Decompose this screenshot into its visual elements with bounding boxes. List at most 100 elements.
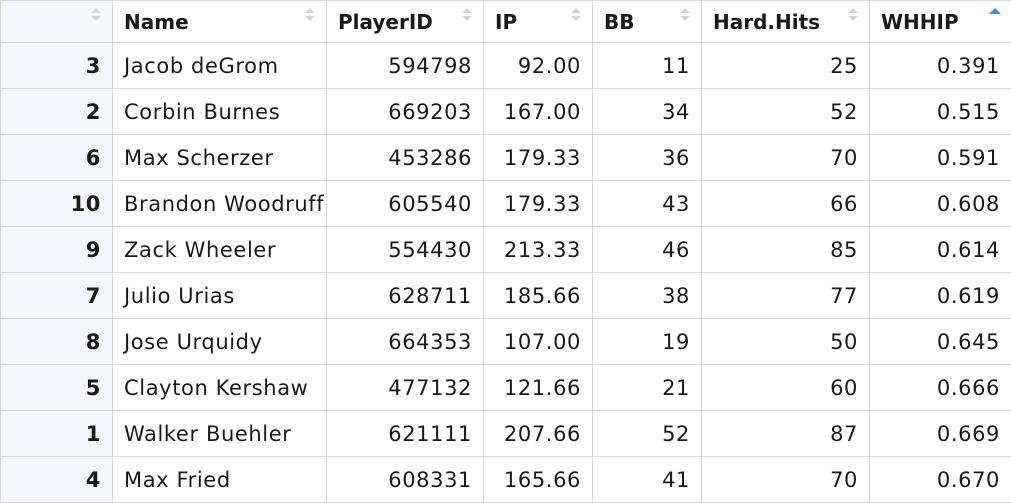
cell-name: Corbin Burnes <box>113 89 327 135</box>
sort-ascending-icon[interactable] <box>990 8 1000 22</box>
row-number: 6 <box>1 135 113 181</box>
cell-bb: 41 <box>593 457 702 503</box>
table-row: 5 Clayton Kershaw 477132 121.66 21 60 0.… <box>1 365 1011 411</box>
cell-bb: 46 <box>593 227 702 273</box>
cell-name: Walker Buehler <box>113 411 327 457</box>
cell-ip: 167.00 <box>484 89 593 135</box>
column-header-rownames[interactable] <box>1 1 113 43</box>
cell-ip: 185.66 <box>484 273 593 319</box>
cell-bb: 19 <box>593 319 702 365</box>
row-number: 2 <box>1 89 113 135</box>
cell-playerid: 453286 <box>327 135 484 181</box>
cell-bb: 38 <box>593 273 702 319</box>
cell-name: Clayton Kershaw <box>113 365 327 411</box>
cell-whhip: 0.669 <box>870 411 1011 457</box>
column-header-hard-hits[interactable]: Hard.Hits <box>702 1 870 43</box>
cell-hard-hits: 25 <box>702 43 870 89</box>
cell-name: Max Scherzer <box>113 135 327 181</box>
cell-bb: 43 <box>593 181 702 227</box>
sort-icon[interactable] <box>462 8 472 22</box>
table-row: 1 Walker Buehler 621111 207.66 52 87 0.6… <box>1 411 1011 457</box>
column-header-whhip[interactable]: WHHIP <box>870 1 1011 43</box>
cell-hard-hits: 66 <box>702 181 870 227</box>
column-header-label: WHHIP <box>881 10 959 34</box>
column-header-playerid[interactable]: PlayerID <box>327 1 484 43</box>
cell-whhip: 0.515 <box>870 89 1011 135</box>
cell-name: Zack Wheeler <box>113 227 327 273</box>
row-number: 9 <box>1 227 113 273</box>
cell-ip: 107.00 <box>484 319 593 365</box>
cell-name: Jose Urquidy <box>113 319 327 365</box>
cell-ip: 165.66 <box>484 457 593 503</box>
cell-bb: 11 <box>593 43 702 89</box>
cell-playerid: 477132 <box>327 365 484 411</box>
cell-bb: 34 <box>593 89 702 135</box>
cell-playerid: 664353 <box>327 319 484 365</box>
cell-playerid: 669203 <box>327 89 484 135</box>
row-number: 8 <box>1 319 113 365</box>
row-number: 10 <box>1 181 113 227</box>
table-row: 9 Zack Wheeler 554430 213.33 46 85 0.614 <box>1 227 1011 273</box>
cell-ip: 179.33 <box>484 135 593 181</box>
sort-icon[interactable] <box>91 8 101 22</box>
cell-ip: 207.66 <box>484 411 593 457</box>
table-row: 8 Jose Urquidy 664353 107.00 19 50 0.645 <box>1 319 1011 365</box>
row-number: 7 <box>1 273 113 319</box>
cell-playerid: 621111 <box>327 411 484 457</box>
cell-whhip: 0.666 <box>870 365 1011 411</box>
cell-bb: 21 <box>593 365 702 411</box>
sort-icon[interactable] <box>848 8 858 22</box>
column-header-label: BB <box>604 10 635 34</box>
cell-whhip: 0.608 <box>870 181 1011 227</box>
sort-icon[interactable] <box>305 8 315 22</box>
cell-playerid: 605540 <box>327 181 484 227</box>
table-row: 7 Julio Urias 628711 185.66 38 77 0.619 <box>1 273 1011 319</box>
cell-hard-hits: 70 <box>702 457 870 503</box>
column-header-label: IP <box>495 10 517 34</box>
table-row: 10 Brandon Woodruff 605540 179.33 43 66 … <box>1 181 1011 227</box>
sort-icon[interactable] <box>680 8 690 22</box>
cell-ip: 92.00 <box>484 43 593 89</box>
cell-playerid: 608331 <box>327 457 484 503</box>
cell-hard-hits: 85 <box>702 227 870 273</box>
column-header-bb[interactable]: BB <box>593 1 702 43</box>
column-header-label: PlayerID <box>338 10 433 34</box>
cell-playerid: 594798 <box>327 43 484 89</box>
sort-icon[interactable] <box>571 8 581 22</box>
cell-playerid: 554430 <box>327 227 484 273</box>
cell-ip: 213.33 <box>484 227 593 273</box>
cell-name: Julio Urias <box>113 273 327 319</box>
cell-hard-hits: 52 <box>702 89 870 135</box>
cell-hard-hits: 87 <box>702 411 870 457</box>
column-header-ip[interactable]: IP <box>484 1 593 43</box>
header-row: Name PlayerID IP BB Hard.Hits WHHIP <box>1 1 1011 43</box>
cell-name: Brandon Woodruff <box>113 181 327 227</box>
cell-whhip: 0.619 <box>870 273 1011 319</box>
cell-bb: 52 <box>593 411 702 457</box>
cell-whhip: 0.591 <box>870 135 1011 181</box>
cell-name: Max Fried <box>113 457 327 503</box>
cell-whhip: 0.391 <box>870 43 1011 89</box>
row-number: 1 <box>1 411 113 457</box>
table-row: 6 Max Scherzer 453286 179.33 36 70 0.591 <box>1 135 1011 181</box>
cell-whhip: 0.614 <box>870 227 1011 273</box>
cell-hard-hits: 60 <box>702 365 870 411</box>
cell-name: Jacob deGrom <box>113 43 327 89</box>
column-header-label: Hard.Hits <box>713 10 820 34</box>
table-row: 3 Jacob deGrom 594798 92.00 11 25 0.391 <box>1 43 1011 89</box>
cell-playerid: 628711 <box>327 273 484 319</box>
column-header-label: Name <box>124 10 189 34</box>
row-number: 4 <box>1 457 113 503</box>
cell-hard-hits: 50 <box>702 319 870 365</box>
cell-hard-hits: 77 <box>702 273 870 319</box>
row-number: 5 <box>1 365 113 411</box>
column-header-name[interactable]: Name <box>113 1 327 43</box>
cell-hard-hits: 70 <box>702 135 870 181</box>
cell-whhip: 0.670 <box>870 457 1011 503</box>
row-number: 3 <box>1 43 113 89</box>
cell-bb: 36 <box>593 135 702 181</box>
table-row: 2 Corbin Burnes 669203 167.00 34 52 0.51… <box>1 89 1011 135</box>
cell-ip: 121.66 <box>484 365 593 411</box>
table-row: 4 Max Fried 608331 165.66 41 70 0.670 <box>1 457 1011 503</box>
